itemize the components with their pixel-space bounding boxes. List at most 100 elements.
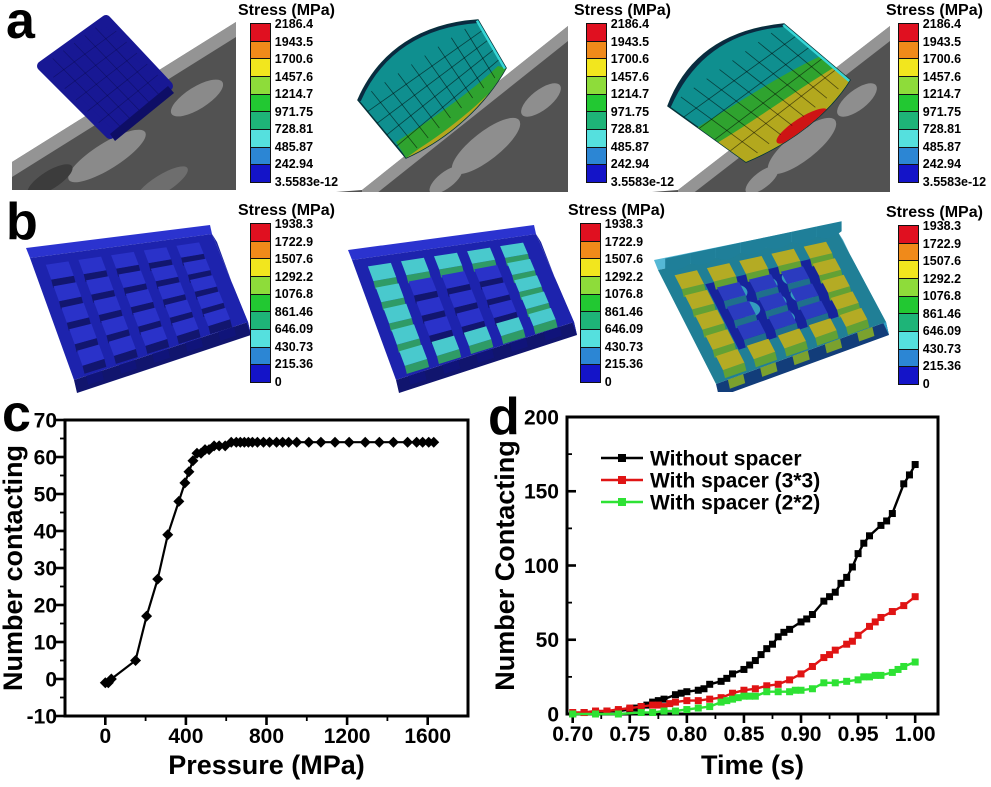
colorbar-value: 430.73: [922, 341, 962, 356]
pillar-bump: [111, 251, 139, 269]
colorbar-value: 1457.6: [922, 69, 962, 84]
pillar-bump: [777, 328, 806, 349]
y-tick-label: 0: [547, 703, 559, 726]
rock-blob: [27, 164, 73, 190]
colorbar-cell: [587, 129, 606, 147]
colorbar-cell: [251, 224, 270, 241]
pillar-bump: [401, 257, 430, 276]
pillar-bump: [45, 261, 74, 280]
x-tick-label: 800: [249, 725, 284, 748]
colorbar-value: 215.36: [604, 357, 644, 372]
y-axis-label: Number Contacting: [490, 440, 520, 691]
pillar-bump: [441, 271, 470, 289]
pillar-bump: [190, 275, 217, 292]
pillar-bump: [496, 317, 524, 337]
colorbar-value: 1214.7: [610, 87, 650, 102]
pillar-bump: [705, 329, 735, 350]
x-tick-label: 0.90: [781, 723, 822, 746]
colorbar-cell: [899, 40, 918, 59]
colorbar-cell: [587, 164, 606, 183]
colorbar-cell: [581, 329, 600, 347]
colorbar-title: Stress (MPa): [886, 2, 983, 19]
pillar-bump: [93, 296, 121, 315]
colorbar-value: 861.46: [274, 304, 314, 319]
colorbar-value: 485.87: [922, 139, 962, 154]
pillar-bump: [431, 335, 460, 356]
stress-colorbar-a1: Stress (MPa) 2186.4 1943.5 1700.6 1457.6 1214…: [236, 2, 348, 189]
colorbar-cell: [899, 348, 918, 367]
colorbar-value: 1938.3: [604, 217, 644, 231]
colorbar-value: 1722.9: [604, 234, 644, 249]
colorbar-cell: [581, 224, 600, 241]
y-tick-label: 20: [34, 594, 57, 617]
colorbar-value: 0: [604, 375, 612, 389]
colorbar-value: 1076.8: [922, 289, 962, 304]
colorbar-cell: [251, 164, 270, 183]
panel-d-label: d: [488, 388, 520, 446]
legend-entry: Without spacer: [650, 447, 802, 470]
pillar-bump: [176, 242, 204, 258]
fea-array-mid-load: [348, 225, 577, 393]
rock-blob: [170, 79, 224, 117]
colorbar-cell: [899, 313, 918, 332]
colorbar-value: 861.46: [922, 306, 962, 321]
pillar-bump: [715, 349, 745, 371]
colorbar-value: 971.75: [922, 104, 962, 119]
colorbar-cell: [899, 295, 918, 314]
pillar-bump: [481, 282, 510, 300]
y-tick-label: 10: [34, 631, 57, 654]
colorbar-cell: [251, 129, 270, 147]
pillar-bump: [514, 275, 542, 292]
y-tick-label: 150: [524, 481, 559, 504]
colorbar-value: 1292.2: [604, 269, 644, 284]
stress-colorbar-b2: Stress (MPa) 1938.3 1722.9 1507.6 1292.2 1076…: [566, 202, 678, 389]
colorbar-scale: [250, 23, 271, 183]
colorbar-value: 646.09: [274, 322, 314, 337]
colorbar-cell: [251, 40, 270, 59]
rock-blob: [837, 83, 877, 117]
pillar-bump: [125, 289, 153, 308]
y-tick-label: 200: [524, 406, 559, 429]
colorbar-cell: [251, 240, 270, 259]
pillar-bump: [78, 256, 107, 275]
colorbar-value: 861.46: [604, 304, 644, 319]
colorbar-value: 1292.2: [922, 271, 962, 286]
y-tick-label: 0: [45, 668, 57, 691]
legend-marker: [618, 454, 626, 462]
pillar-bump: [375, 283, 404, 303]
y-tick-label: 40: [34, 520, 57, 543]
stress-colorbar-b3: Stress (MPa) 1938.3 1722.9 1507.6 1292.2 1076…: [884, 204, 991, 391]
colorbar-value: 242.94: [922, 157, 962, 172]
pillar-bump: [456, 307, 484, 327]
pillar-bump: [434, 252, 463, 270]
pillar-bumps: [367, 242, 558, 374]
colorbar-value: 1214.7: [274, 87, 314, 102]
colorbar-title: Stress (MPa): [238, 2, 335, 19]
pillar-bump: [684, 289, 715, 310]
colorbar-value: 0: [274, 375, 282, 389]
colorbar-cell: [251, 346, 270, 365]
colorbar-cell: [899, 24, 918, 41]
colorbar-value: 728.81: [274, 122, 314, 137]
colorbar-value: 430.73: [604, 339, 644, 354]
y-axis-label: Number contacting: [0, 445, 28, 691]
colorbar-title: Stress (MPa): [568, 202, 665, 219]
colorbar-cell: [581, 258, 600, 277]
colorbar-cell: [899, 242, 918, 261]
pillar-bump: [758, 292, 787, 312]
colorbar-cell: [251, 93, 270, 112]
colorbar-value: 1700.6: [274, 52, 314, 67]
panel-b-label: b: [6, 193, 38, 251]
x-tick-label: 0.80: [666, 723, 707, 746]
stress-colorbar-a3: Stress (MPa) 2186.4 1943.5 1700.6 1457.6 1214…: [884, 2, 991, 189]
pillar-bump: [463, 326, 492, 346]
x-tick-label: 400: [168, 725, 203, 748]
rock-blob: [451, 117, 521, 175]
colorbar-cell: [251, 329, 270, 347]
pillar-bump: [716, 282, 746, 301]
colorbar-value: 3.5583e-12: [274, 175, 339, 189]
pillar-bumps: [45, 242, 233, 374]
pillar-bump: [118, 270, 146, 288]
colorbar-value: 1943.5: [922, 34, 962, 49]
colorbar-scale: [580, 223, 601, 383]
